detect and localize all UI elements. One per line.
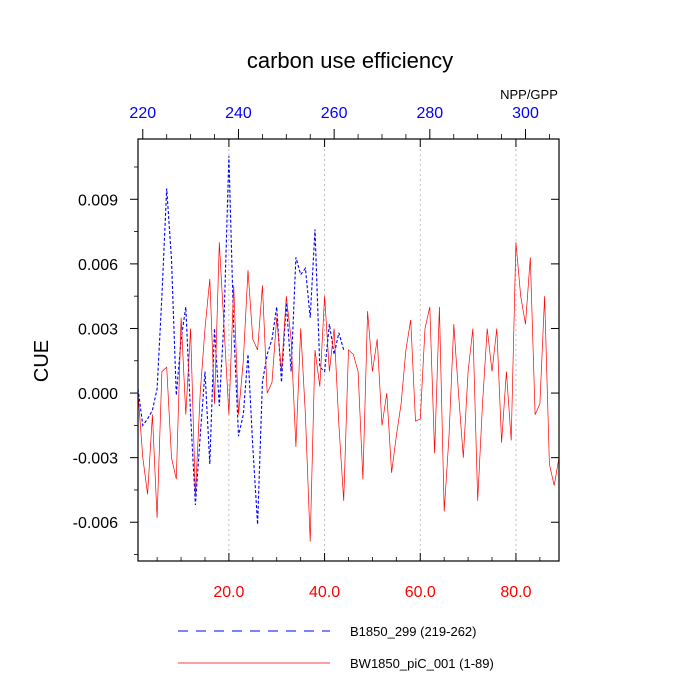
y-tick-label: 0.000 [78, 386, 118, 403]
x-top-tick-label: 260 [321, 105, 348, 122]
series-line-b1850-299 [137, 156, 345, 525]
series-line-bw1850-pic-001 [137, 242, 560, 542]
legend: B1850_299 (219-262) BW1850_piC_001 (1-89) [178, 624, 494, 671]
x-top-tick-label: 240 [225, 105, 252, 122]
x-bottom-tick-label: 20.0 [213, 584, 244, 601]
y-tick-label: 0.006 [78, 257, 118, 274]
x-bottom-tick-label: 40.0 [309, 584, 340, 601]
y-tick-label: 0.009 [78, 192, 118, 209]
chart-title: carbon use efficiency [247, 48, 453, 73]
legend-label: BW1850_piC_001 (1-89) [350, 656, 494, 671]
axes: 20.0 40.0 60.0 80.0 220 240 260 280 300 -0.006 -0.… [73, 105, 559, 601]
corner-label: NPP/GPP [500, 87, 558, 102]
series-lines [137, 156, 560, 542]
legend-label: B1850_299 (219-262) [350, 624, 477, 639]
x-bottom-tick-label: 60.0 [405, 584, 436, 601]
x-top-tick-label: 220 [129, 105, 156, 122]
x-top-tick-label: 300 [512, 105, 539, 122]
y-tick-label: -0.006 [73, 515, 118, 532]
y-tick-label: -0.003 [73, 451, 118, 468]
x-bottom-tick-label: 80.0 [500, 584, 531, 601]
y-tick-label: 0.003 [78, 321, 118, 338]
grid [228, 139, 517, 561]
x-top-tick-label: 280 [416, 105, 443, 122]
y-axis-label: CUE [31, 340, 53, 382]
